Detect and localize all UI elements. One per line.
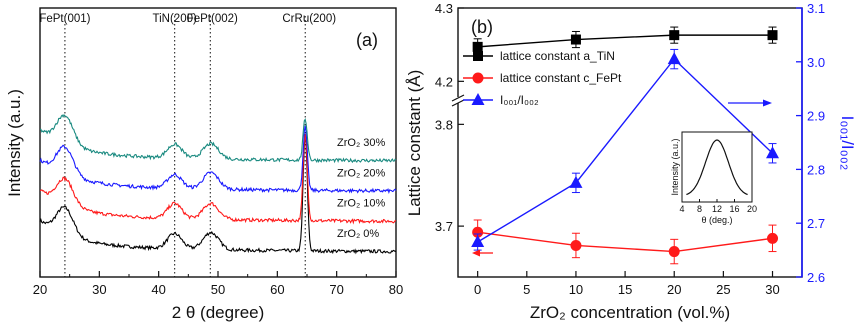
peak-marker-label-fept-001: FePt(001) <box>39 13 90 25</box>
inset-x-tick-label: 20 <box>747 204 757 214</box>
panel-b-left-tick-label: 3.8 <box>435 117 453 132</box>
series-line-zro-0 <box>39 134 397 255</box>
panel-b-x-tick-label: 0 <box>474 282 481 297</box>
peak-marker-label-tin-200: TiN(200) <box>153 13 197 25</box>
panel-b-x-tick-label: 15 <box>618 282 632 297</box>
panel-b-x-axis-title: ZrO₂ concentration (vol.%) <box>530 303 730 322</box>
inset-y-axis-title: Intensity (a.u.) <box>670 138 680 195</box>
left-axis-indicator-arrowhead <box>472 249 480 257</box>
sample-label-zro-10: ZrO₂ 10% <box>337 198 386 210</box>
panel-b-right-y-axis-title: I₀₀₁/I₀₀₂ <box>838 116 857 171</box>
data-point-i-i <box>766 146 780 159</box>
data-point-lattice-constant-c-fept <box>570 239 582 251</box>
panel-a-x-tick-label: 50 <box>211 282 225 297</box>
panel-b-right-tick-label: 3.0 <box>807 55 825 70</box>
panel-b-left-y-axis-title: Lattice constant (Å) <box>405 70 424 216</box>
inset-x-tick-label: 16 <box>729 204 739 214</box>
sample-label-zro-30: ZrO₂ 30% <box>337 137 386 149</box>
data-point-lattice-constant-c-fept <box>472 226 484 238</box>
panel-b-series <box>471 26 780 265</box>
legend-label-lattice-constant-c-fept: lattice constant c_FePt <box>500 71 622 85</box>
sample-label-zro-0: ZrO₂ 0% <box>337 228 379 240</box>
axis-break-mark <box>451 94 465 102</box>
inset-x-tick-label: 4 <box>679 204 684 214</box>
panel-b-x-tick-label: 10 <box>569 282 583 297</box>
inset-x-tick-label: 12 <box>712 204 722 214</box>
panel-a-x-tick-label: 60 <box>270 282 284 297</box>
panel-a-x-tick-label: 30 <box>92 282 106 297</box>
panel-b-right-tick-label: 3.1 <box>807 1 825 16</box>
panel-b: 0 5 10 15 20 25 30 3.7 3.8 4.2 4.3 2.6 2.7 2.8 2.9 3.0 3… <box>405 1 857 322</box>
panel-a: FePt(001) TiN(200)FePt(002) CrRu(200) ZrO₂… <box>5 7 403 322</box>
panel-b-right-tick-label: 2.7 <box>807 216 825 231</box>
data-point-i-i <box>667 52 681 65</box>
legend-label-lattice-constant-a-tin: lattice constant a_TiN <box>500 49 615 63</box>
panel-b-left-tick-label: 4.2 <box>435 74 453 89</box>
panel-b-right-tick-label: 2.9 <box>807 109 825 124</box>
panel-b-inset: 4 8 12 16 20 θ (deg.) Intensity (a.u.) <box>670 131 757 225</box>
data-point-lattice-constant-a-tin <box>472 41 483 52</box>
peak-marker-label-crru-200: CrRu(200) <box>282 13 336 25</box>
panel-a-letter: (a) <box>356 30 378 50</box>
panel-a-x-tick-label: 80 <box>389 282 403 297</box>
data-point-lattice-constant-c-fept <box>668 246 680 258</box>
panel-b-letter: (b) <box>471 17 493 37</box>
series-line-lattice-constant-c-fept <box>477 231 773 253</box>
panel-a-x-tick-label: 20 <box>33 282 47 297</box>
panel-b-x-tick-label: 5 <box>523 282 530 297</box>
axis-break-gap <box>452 97 464 103</box>
panel-a-series: ZrO₂ 0% ZrO₂ 10% ZrO₂ 20% ZrO₂ 30% <box>39 113 397 255</box>
panel-a-peak-markers: FePt(001) TiN(200)FePt(002) CrRu(200) <box>39 13 336 277</box>
data-point-i-i <box>471 235 485 248</box>
series-line-zro-30 <box>39 113 397 164</box>
legend-marker-lattice-constant-a-tin <box>473 51 483 61</box>
panel-b-x-tick-label: 20 <box>667 282 681 297</box>
data-point-lattice-constant-c-fept <box>767 232 779 244</box>
panel-b-x-tick-label: 30 <box>765 282 779 297</box>
panel-a-y-axis-title: Intensity (a.u.) <box>5 89 24 197</box>
panel-b-right-tick-label: 2.6 <box>807 270 825 285</box>
panel-b-ticks: 0 5 10 15 20 25 30 3.7 3.8 4.2 4.3 2.6 2.7 2.8 2.9 3.0 3… <box>435 1 825 297</box>
data-point-lattice-constant-a-tin <box>767 30 778 41</box>
panel-b-x-tick-label: 25 <box>716 282 730 297</box>
series-line-i-i <box>477 58 773 243</box>
panel-a-x-tick-label: 40 <box>151 282 165 297</box>
panel-b-left-tick-label: 4.3 <box>435 1 453 16</box>
series-line-zro-20 <box>39 125 397 195</box>
panel-a-x-axis-title: 2 θ (degree) <box>172 303 265 322</box>
data-point-i-i <box>569 175 583 188</box>
inset-frame <box>681 131 753 203</box>
panel-a-x-ticks: 20 30 40 50 60 70 80 <box>33 271 403 297</box>
data-point-lattice-constant-a-tin <box>669 30 680 41</box>
legend-label-i-i: I₀₀₁/I₀₀₂ <box>500 93 539 107</box>
panel-b-right-tick-label: 2.8 <box>807 162 825 177</box>
legend-marker-lattice-constant-c-fept <box>472 72 484 84</box>
data-point-lattice-constant-a-tin <box>570 34 581 45</box>
panel-a-x-tick-label: 70 <box>329 282 343 297</box>
sample-label-zro-20: ZrO₂ 20% <box>337 167 386 179</box>
peak-marker-label-fept-002: FePt(002) <box>187 13 238 25</box>
series-line-zro-10 <box>39 134 397 225</box>
inset-rocking-curve <box>686 139 748 196</box>
axis-break-mark <box>451 99 465 107</box>
series-line-lattice-constant-a-tin <box>477 34 773 48</box>
inset-x-tick-label: 8 <box>697 204 702 214</box>
inset-x-axis-title: θ (deg.) <box>701 215 732 225</box>
legend-marker-i-i <box>471 93 485 105</box>
right-axis-indicator-arrowhead <box>763 99 772 107</box>
panel-b-left-tick-label: 3.7 <box>435 219 453 234</box>
